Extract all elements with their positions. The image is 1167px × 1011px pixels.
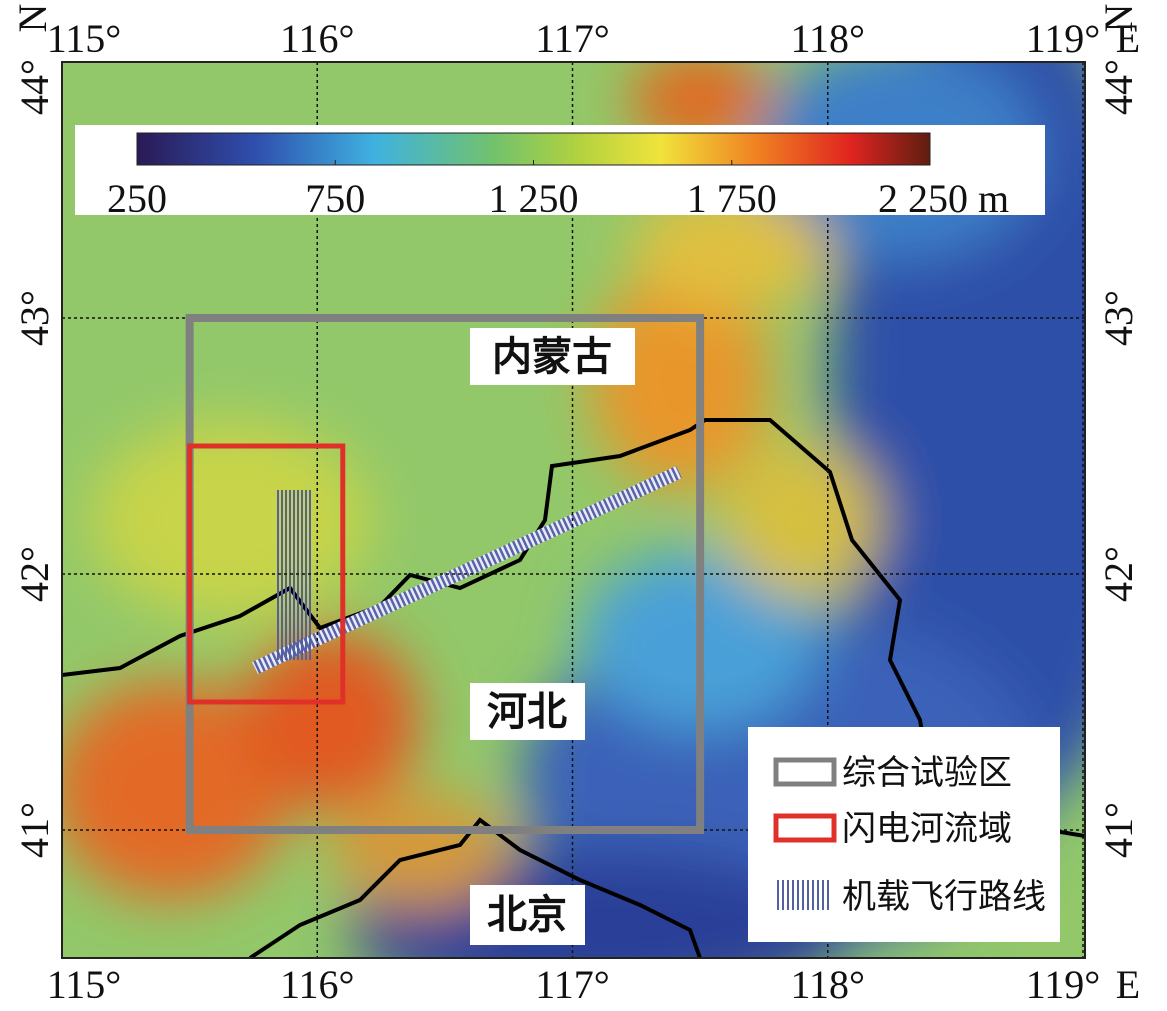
- compass-label: E: [1116, 16, 1140, 61]
- place-label: 北京: [487, 892, 567, 938]
- compass-label: N: [10, 4, 55, 33]
- compass-label: E: [1116, 962, 1140, 1007]
- flight-lines: [277, 490, 311, 660]
- legend-label: 综合试验区: [842, 753, 1012, 793]
- place-label-box: [470, 683, 585, 740]
- colorbar-label: 250: [107, 176, 167, 221]
- y-tick-label: 43°: [12, 290, 57, 346]
- x-tick-label: 117°: [535, 962, 610, 1007]
- legend-icon: [773, 757, 837, 787]
- place-label-box: [470, 885, 585, 945]
- x-tick-label: 119°: [1026, 16, 1101, 61]
- legend-label: 机载飞行路线: [842, 877, 1046, 917]
- colorbar-label: 1 750: [687, 176, 777, 221]
- y-tick-label: 41°: [1096, 802, 1141, 858]
- colorbar-label: 1 250: [489, 176, 579, 221]
- y-tick-label: 41°: [12, 802, 57, 858]
- legend-label: 闪电河流域: [842, 809, 1012, 849]
- place-label: 内蒙古: [492, 334, 612, 380]
- x-tick-label: 118°: [790, 962, 865, 1007]
- x-tick-label: 116°: [280, 16, 355, 61]
- compass-label: N: [1096, 4, 1141, 33]
- regions: [185, 314, 705, 834]
- x-tick-label: 116°: [280, 962, 355, 1007]
- y-tick-label: 42°: [1096, 546, 1141, 602]
- place-label-box: [470, 328, 635, 385]
- legend-icon: [773, 813, 837, 843]
- region-box: [187, 443, 346, 705]
- x-tick-label: 115°: [47, 16, 122, 61]
- beijing-border: [248, 817, 702, 958]
- legend-flight-icon: [777, 880, 829, 910]
- x-tick-label: 115°: [47, 962, 122, 1007]
- colorbar-label: 750: [305, 176, 365, 221]
- colorbar-label: 2 250 m: [878, 176, 1009, 221]
- flight-path: [252, 466, 682, 674]
- x-tick-label: 117°: [535, 16, 610, 61]
- x-tick-label: 119°: [1026, 962, 1101, 1007]
- x-tick-label: 118°: [790, 16, 865, 61]
- colorbar: [136, 132, 931, 166]
- y-tick-label: 44°: [1096, 59, 1141, 115]
- place-label: 河北: [487, 689, 567, 735]
- y-tick-label: 42°: [12, 546, 57, 602]
- y-tick-label: 43°: [1096, 290, 1141, 346]
- legend-box: [748, 727, 1060, 942]
- map-frame: [61, 61, 1086, 959]
- y-tick-label: 44°: [12, 59, 57, 115]
